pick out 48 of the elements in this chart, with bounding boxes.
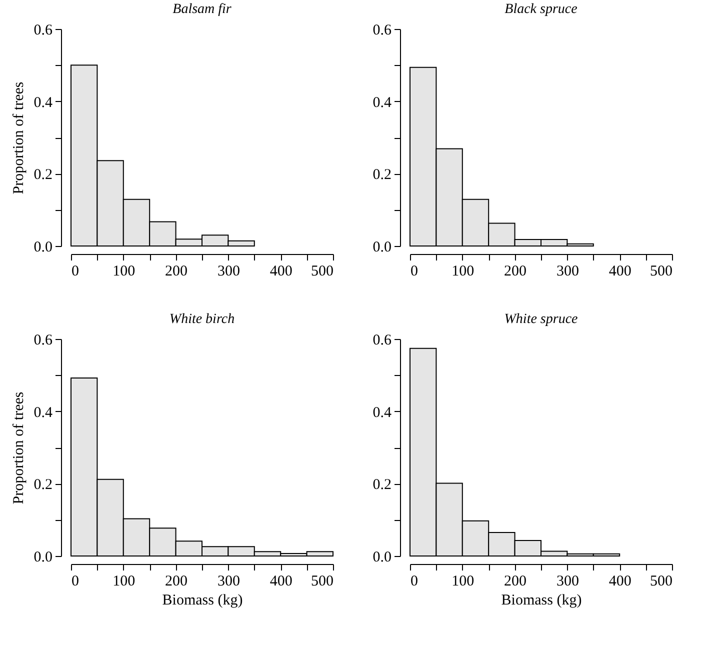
x-axis-title: Biomass (kg) bbox=[162, 592, 243, 608]
x-tick-label: 100 bbox=[452, 574, 474, 590]
y-tick-label: 0.6 bbox=[372, 332, 392, 348]
y-axis-title: Proportion of trees bbox=[10, 82, 27, 194]
x-tick-label: 0 bbox=[410, 264, 418, 280]
x-tick-label: 200 bbox=[165, 574, 188, 590]
y-tick-label: 0.2 bbox=[372, 477, 392, 494]
x-tick-label: 200 bbox=[504, 574, 527, 590]
y-tick-label: 0.4 bbox=[34, 94, 53, 111]
y-tick-label: 0.6 bbox=[372, 22, 392, 38]
x-tick-label: 300 bbox=[217, 264, 240, 280]
x-tick-label: 500 bbox=[650, 264, 672, 280]
x-tick-label: 100 bbox=[112, 574, 136, 590]
x-tick-label: 100 bbox=[112, 264, 136, 280]
x-tick-label: 0 bbox=[72, 574, 79, 590]
y-tick-label: 0.2 bbox=[34, 477, 52, 494]
x-tick-label: 400 bbox=[608, 264, 632, 280]
y-tick-label: 0.6 bbox=[34, 22, 53, 38]
y-tick-label: 0.0 bbox=[34, 550, 52, 566]
chart-title: Black spruce bbox=[504, 2, 578, 17]
x-axis-title: Biomass (kg) bbox=[501, 592, 582, 608]
x-tick-label: 400 bbox=[270, 574, 292, 590]
y-tick-label: 0.2 bbox=[372, 167, 392, 184]
x-tick-label: 500 bbox=[650, 574, 672, 590]
y-tick-label: 0.2 bbox=[34, 167, 52, 184]
y-tick-label: 0.4 bbox=[34, 404, 53, 421]
y-tick-label: 0.4 bbox=[372, 94, 392, 111]
y-tick-label: 0.0 bbox=[372, 550, 392, 566]
x-tick-label: 200 bbox=[504, 264, 527, 280]
x-tick-label: 0 bbox=[72, 264, 79, 280]
chart-title: White spruce bbox=[504, 312, 578, 327]
x-tick-label: 300 bbox=[556, 264, 579, 280]
y-tick-label: 0.0 bbox=[34, 240, 52, 256]
y-tick-label: 0.6 bbox=[34, 332, 53, 348]
x-tick-label: 0 bbox=[410, 574, 418, 590]
x-tick-label: 300 bbox=[217, 574, 240, 590]
x-tick-label: 400 bbox=[608, 574, 632, 590]
x-tick-label: 500 bbox=[311, 574, 334, 590]
x-tick-label: 100 bbox=[452, 264, 474, 280]
chart-title: Balsam fir bbox=[172, 2, 232, 17]
y-tick-label: 0.0 bbox=[372, 240, 392, 256]
y-axis-title: Proportion of trees bbox=[10, 392, 27, 504]
x-tick-label: 400 bbox=[270, 264, 292, 280]
x-tick-label: 300 bbox=[556, 574, 579, 590]
chart-title: White birch bbox=[169, 312, 235, 327]
x-tick-label: 200 bbox=[165, 264, 188, 280]
y-tick-label: 0.4 bbox=[372, 404, 392, 421]
x-tick-label: 500 bbox=[311, 264, 334, 280]
